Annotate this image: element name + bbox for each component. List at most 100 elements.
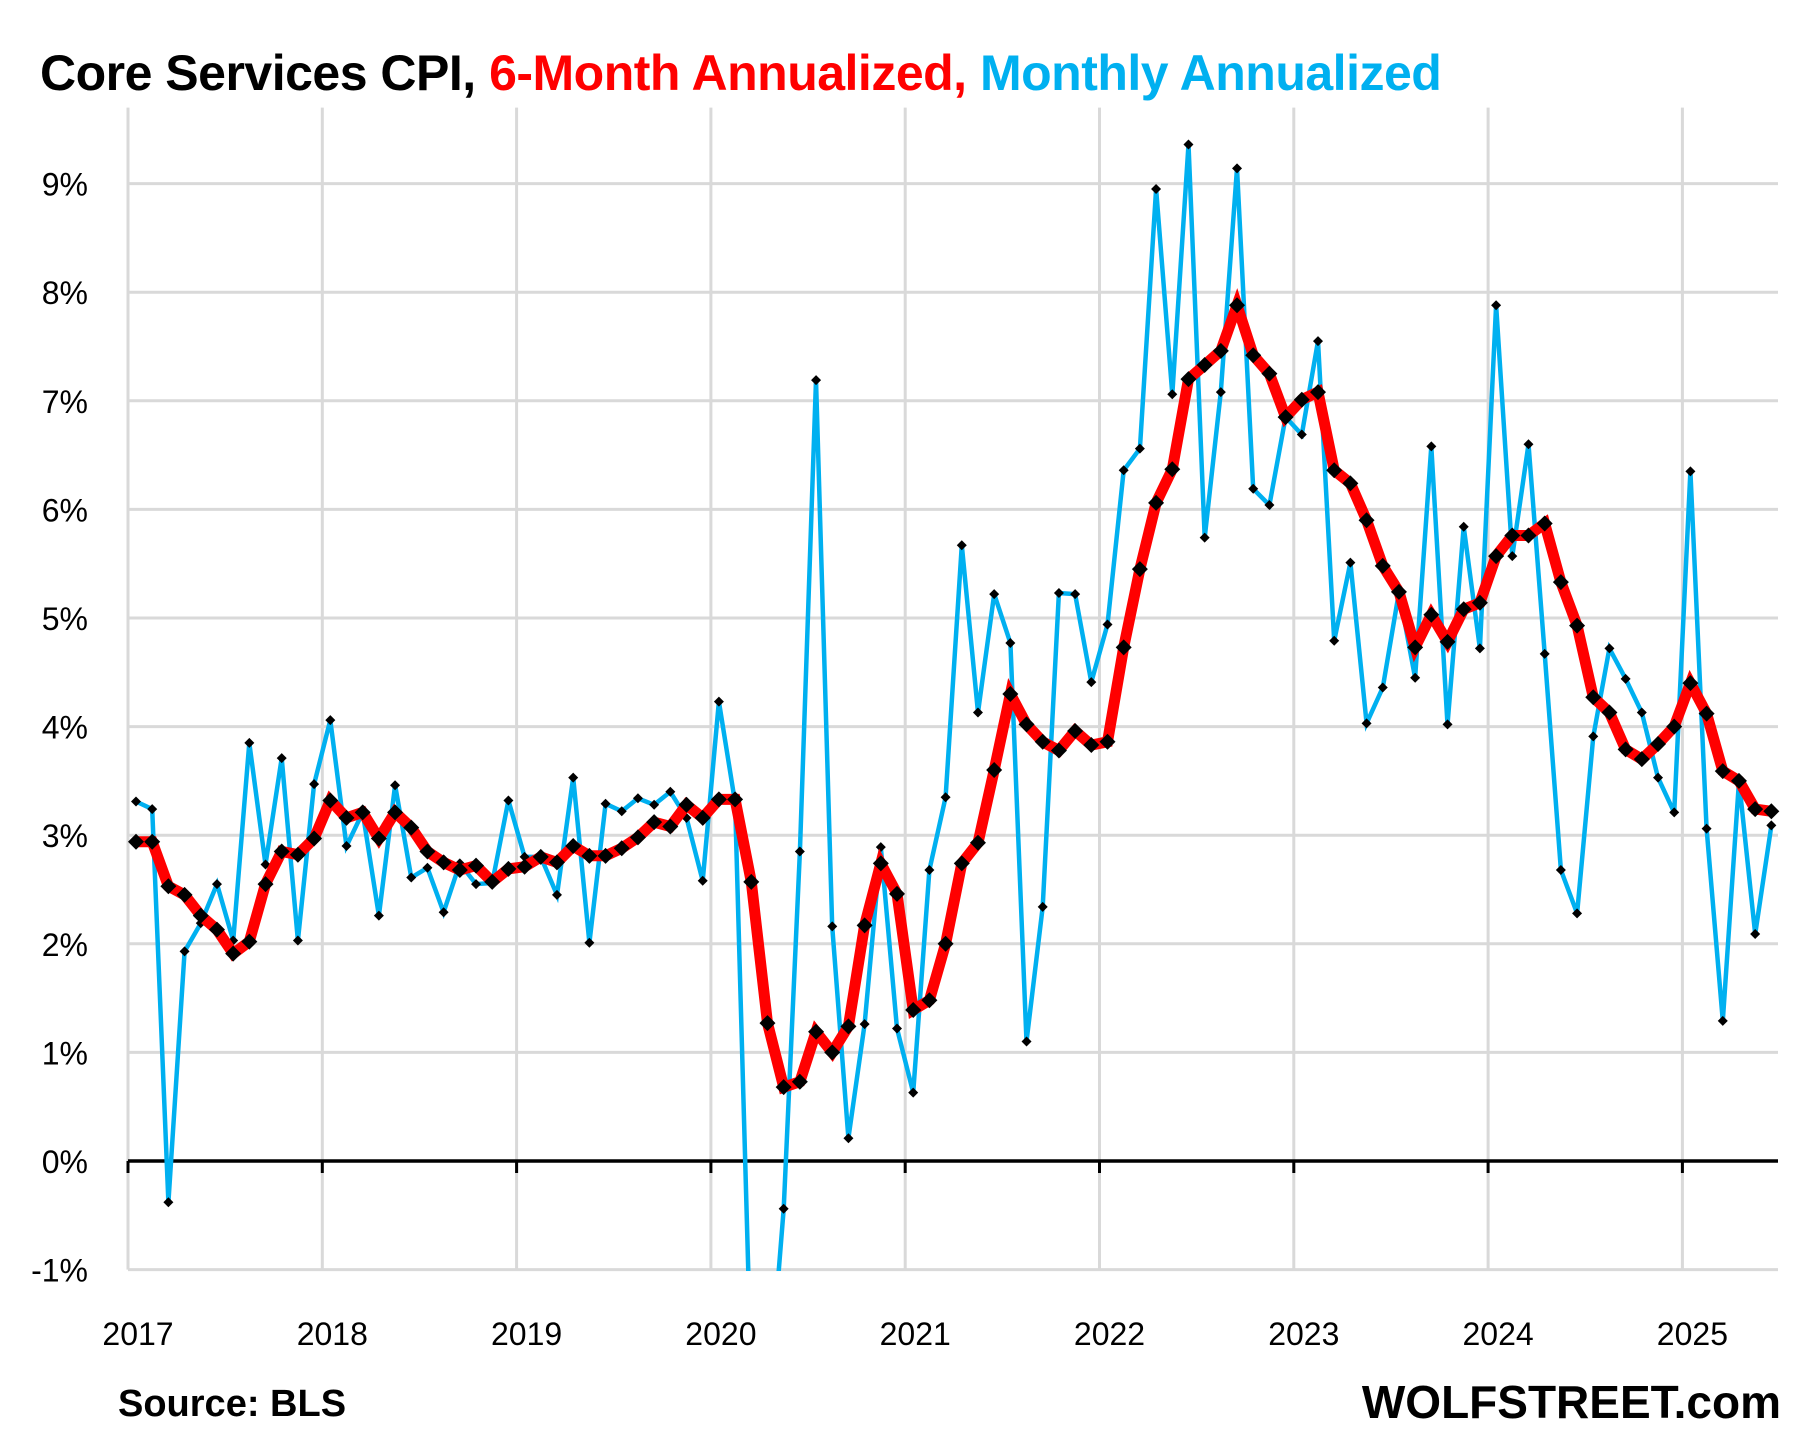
- monthly-annualized-point: [1232, 163, 1243, 174]
- six-month-annualized-point: [969, 834, 986, 851]
- x-tick-label: 2017: [102, 1316, 173, 1352]
- title-part-6month: 6-Month Annualized,: [489, 45, 980, 101]
- monthly-annualized-point: [551, 889, 562, 900]
- monthly-annualized-point: [1183, 139, 1194, 150]
- six-month-annualized-point: [1212, 342, 1229, 359]
- monthly-annualized-point: [632, 793, 643, 804]
- monthly-annualized-point: [827, 921, 838, 932]
- six-month-annualized-point: [548, 854, 565, 871]
- monthly-annualized-point: [908, 1087, 919, 1098]
- six-month-annualized-point: [1099, 733, 1116, 750]
- six-month-annualized-point: [484, 873, 501, 890]
- six-month-annualized-point: [1552, 574, 1569, 591]
- monthly-annualized-point: [1474, 643, 1485, 654]
- six-month-annualized-point: [1650, 735, 1667, 752]
- six-month-annualized-point: [1471, 594, 1488, 611]
- monthly-annualized-point: [1377, 682, 1388, 693]
- monthly-annualized-point: [1426, 441, 1437, 452]
- six-month-annualized-point: [629, 829, 646, 846]
- monthly-annualized-point: [244, 737, 255, 748]
- monthly-annualized-point: [697, 875, 708, 886]
- six-month-annualized-point: [1407, 639, 1424, 656]
- six-month-annualized-point: [1067, 722, 1084, 739]
- six-month-annualized-point: [1714, 763, 1731, 780]
- monthly-annualized-point: [1361, 718, 1372, 729]
- monthly-annualized-point: [1296, 429, 1307, 440]
- x-tick-label: 2021: [880, 1316, 951, 1352]
- monthly-annualized-point: [131, 796, 141, 807]
- monthly-annualized-point: [179, 946, 190, 957]
- six-month-annualized-point: [1504, 527, 1521, 544]
- gridlines: [126, 107, 1778, 1272]
- six-month-annualized-point: [1585, 689, 1602, 706]
- series-six-month-annualized: [128, 288, 1780, 1096]
- six-month-annualized-point: [1666, 718, 1683, 735]
- six-month-annualized-point: [144, 833, 161, 850]
- six-month-annualized-point: [354, 804, 371, 821]
- six-month-annualized-point: [1488, 548, 1505, 565]
- monthly-annualized-point: [972, 707, 983, 718]
- monthly-annualized-point: [1701, 823, 1712, 834]
- six-month-annualized-point: [1698, 705, 1715, 722]
- six-month-annualized-point: [1309, 384, 1326, 401]
- six-month-annualized-point: [532, 848, 549, 865]
- monthly-annualized-point: [1653, 772, 1664, 783]
- monthly-annualized-point: [438, 907, 449, 918]
- y-tick-label: 0%: [42, 1144, 88, 1180]
- six-month-annualized-point: [1747, 801, 1764, 818]
- monthly-annualized-point: [746, 1373, 756, 1383]
- six-month-annualized-point: [889, 885, 906, 902]
- six-month-annualized-point: [176, 886, 193, 903]
- six-month-annualized-point: [128, 833, 144, 850]
- y-tick-label: 9%: [42, 167, 88, 203]
- six-month-annualized-point: [791, 1073, 808, 1090]
- six-month-annualized-point: [273, 843, 290, 860]
- six-month-annualized-point: [1034, 733, 1051, 750]
- monthly-annualized-point: [373, 910, 384, 921]
- six-month-annualized-point: [338, 809, 355, 826]
- six-month-annualized-point: [500, 860, 517, 877]
- six-month-annualized-point: [662, 818, 679, 835]
- six-month-annualized-point: [597, 847, 614, 864]
- six-month-annualized-point: [1261, 365, 1278, 382]
- six-month-annualized-point: [468, 857, 485, 874]
- six-month-annualized-point: [289, 846, 306, 863]
- monthly-annualized-point: [762, 1406, 772, 1416]
- y-tick-label: 5%: [42, 601, 88, 637]
- x-tick-label: 2022: [1074, 1316, 1145, 1352]
- monthly-annualized-point: [1636, 707, 1647, 718]
- six-month-annualized-point: [775, 1079, 792, 1096]
- monthly-annualized-point: [1766, 820, 1777, 831]
- monthly-annualized-point: [859, 1019, 870, 1030]
- six-month-annualized-point: [1358, 512, 1375, 529]
- x-tick-label: 2020: [685, 1316, 756, 1352]
- monthly-annualized-point: [325, 715, 336, 726]
- monthly-annualized-point: [1604, 643, 1615, 654]
- six-month-annualized-point: [241, 933, 258, 950]
- chart-title: Core Services CPI, 6-Month Annualized, M…: [40, 45, 1442, 101]
- six-month-annualized-point: [678, 796, 695, 813]
- six-month-annualized-point: [1277, 409, 1294, 426]
- y-tick-label: 2%: [42, 927, 88, 963]
- monthly-annualized-point: [147, 804, 158, 815]
- monthly-annualized-point: [616, 806, 627, 817]
- six-month-annualized-point: [1520, 527, 1537, 544]
- six-month-annualized-point: [905, 1002, 922, 1019]
- six-month-annualized-point: [1682, 675, 1699, 692]
- six-month-annualized-point: [387, 804, 404, 821]
- x-tick-label: 2019: [491, 1316, 562, 1352]
- monthly-annualized-point: [276, 753, 287, 764]
- y-axis-ticks: -1% 0% 1% 2% 3% 4% 5% 6% 7% 8% 9%: [31, 167, 88, 1289]
- monthly-annualized-point: [713, 696, 724, 707]
- six-month-annualized-point: [727, 791, 744, 808]
- y-tick-label: 7%: [42, 384, 88, 420]
- monthly-annualized-point: [1248, 483, 1259, 494]
- x-tick-label: 2025: [1657, 1316, 1728, 1352]
- monthly-annualized-point: [924, 864, 935, 875]
- monthly-annualized-point: [1523, 439, 1534, 450]
- six-month-annualized-point: [1390, 583, 1407, 600]
- six-month-annualized-point: [208, 921, 225, 938]
- six-month-annualized-point: [1455, 601, 1472, 618]
- brand-label: WOLFSTREET.com: [1361, 1376, 1781, 1428]
- monthly-annualized-point: [794, 846, 805, 857]
